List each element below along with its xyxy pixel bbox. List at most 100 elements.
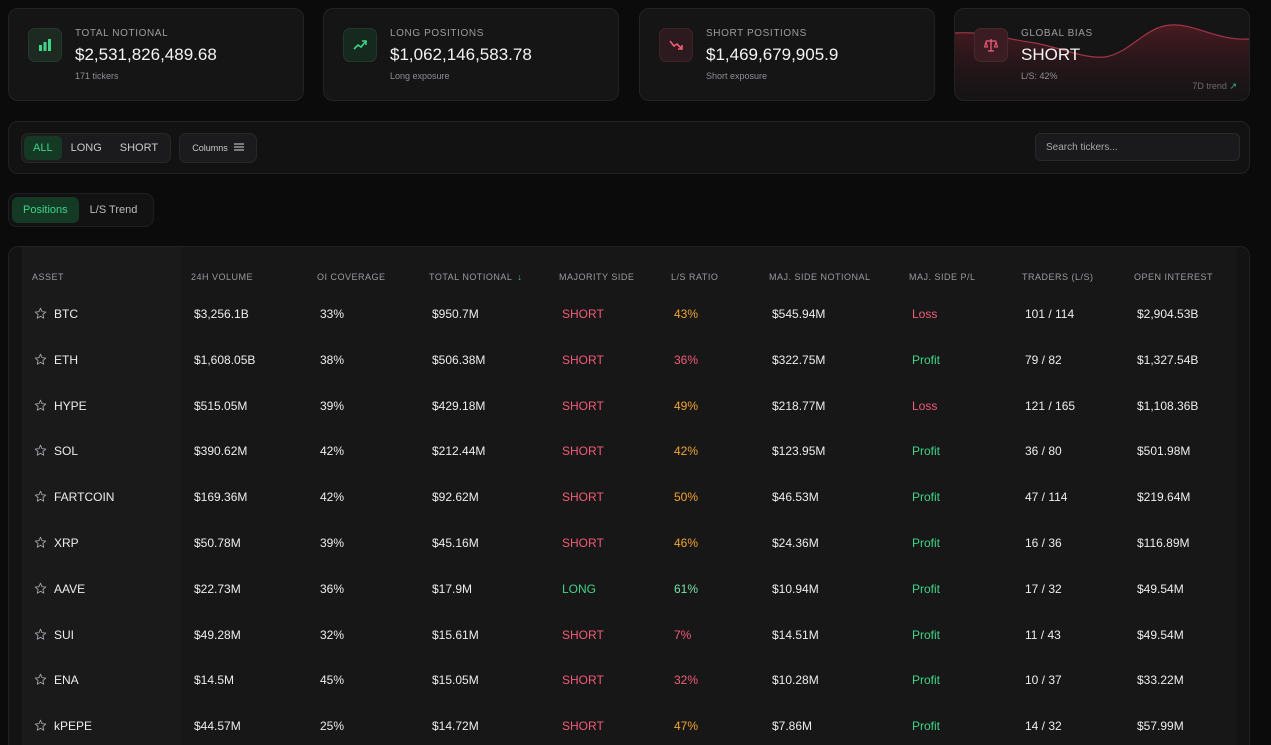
star-icon[interactable] (34, 307, 47, 320)
asset-name: SOL (54, 444, 79, 459)
header-maj-side-pl[interactable]: MAJ. SIDE P/L (909, 272, 976, 282)
ratio-cell: 50% (674, 490, 699, 505)
table-row[interactable]: XRP $50.78M 39% $45.16M SHORT 46% $24.36M Profi… (22, 521, 1237, 567)
notional-cell: $15.05M (432, 673, 479, 688)
volume-cell: $50.78M (194, 536, 241, 550)
side-cell: LONG (562, 581, 597, 596)
card-total-notional: TOTAL NOTIONAL $2,531,826,489.68 171 tic… (8, 8, 304, 101)
traders-cell: 17 / 32 (1025, 581, 1062, 596)
view-tabs: Positions L/S Trend (8, 193, 154, 227)
star-icon[interactable] (34, 490, 47, 503)
trending-up-icon (343, 28, 377, 62)
notional-cell: $429.18M (432, 398, 486, 413)
header-traders[interactable]: TRADERS (L/S) (1022, 272, 1094, 282)
table-row[interactable]: ENA $14.5M 45% $15.05M SHORT 32% $10.28M Profit… (22, 658, 1237, 704)
tab-positions[interactable]: Positions (12, 197, 79, 223)
maj-notional-cell: $46.53M (772, 490, 819, 505)
header-ls-ratio[interactable]: L/S RATIO (671, 272, 719, 282)
header-volume[interactable]: 24H VOLUME (191, 272, 254, 282)
header-open-interest[interactable]: OPEN INTEREST (1134, 272, 1214, 282)
notional-cell: $212.44M (432, 444, 486, 459)
search-input[interactable] (1035, 133, 1240, 161)
table-row[interactable]: SOL $390.62M 42% $212.44M SHORT 42% $123.95M Pr… (22, 429, 1237, 475)
table-row[interactable]: ETH $1,608.05B 38% $506.38M SHORT 36% $322.75M… (22, 338, 1237, 384)
volume-cell: $1,608.05B (194, 352, 256, 367)
maj-notional-cell: $7.86M (772, 719, 813, 734)
side-cell: SHORT (562, 444, 604, 459)
columns-label: Columns (192, 143, 228, 153)
star-icon[interactable] (34, 444, 47, 457)
star-icon[interactable] (34, 628, 47, 641)
maj-notional-cell: $14.51M (772, 627, 819, 642)
filter-all-button[interactable]: ALL (24, 136, 62, 160)
bar-chart-icon (28, 28, 62, 62)
volume-cell: $515.05M (194, 398, 248, 413)
maj-notional-cell: $24.36M (772, 536, 819, 550)
star-icon[interactable] (34, 719, 47, 732)
header-asset[interactable]: ASSET (32, 272, 65, 282)
oi-cell: 32% (320, 627, 345, 642)
open-interest-cell: $501.98M (1137, 444, 1191, 459)
oi-cell: 45% (320, 673, 345, 688)
header-majority-side[interactable]: MAJORITY SIDE (559, 272, 635, 282)
header-total-notional[interactable]: TOTAL NOTIONAL ↓ (429, 272, 523, 282)
header-maj-side-notional[interactable]: MAJ. SIDE NOTIONAL (769, 272, 871, 282)
star-icon[interactable] (34, 673, 47, 686)
table-row[interactable]: AAVE $22.73M 36% $17.9M LONG 61% $10.94M Profit… (22, 567, 1237, 613)
ratio-cell: 7% (674, 627, 692, 642)
pl-cell: Profit (912, 444, 941, 459)
trend-label: 7D trend ↗ (1192, 81, 1237, 91)
pl-cell: Profit (912, 581, 941, 596)
table-row[interactable]: BTC $3,256.1B 33% $950.7M SHORT 43% $545.94M Lo… (22, 292, 1237, 338)
open-interest-cell: $219.64M (1137, 490, 1191, 505)
table-row[interactable]: SUI $49.28M 32% $15.61M SHORT 7% $14.51M Profit… (22, 613, 1237, 659)
maj-notional-cell: $10.28M (772, 673, 819, 688)
asset-name: AAVE (54, 581, 86, 596)
maj-notional-cell: $10.94M (772, 581, 819, 596)
table-row[interactable]: FARTCOIN $169.36M 42% $92.62M SHORT 50% $46.53… (22, 475, 1237, 521)
header-oi-coverage[interactable]: OI COVERAGE (317, 272, 386, 282)
oi-cell: 38% (320, 352, 345, 367)
filter-short-button[interactable]: SHORT (119, 142, 159, 154)
maj-notional-cell: $545.94M (772, 307, 826, 321)
side-cell: SHORT (562, 673, 604, 688)
maj-notional-cell: $322.75M (772, 352, 826, 367)
star-icon[interactable] (34, 353, 47, 366)
side-cell: SHORT (562, 719, 604, 734)
open-interest-cell: $116.89M (1137, 536, 1190, 550)
traders-cell: 11 / 43 (1025, 627, 1061, 642)
volume-cell: $14.5M (194, 673, 235, 688)
side-cell: SHORT (562, 536, 604, 550)
card-value: $1,469,679,905.9 (706, 45, 839, 64)
star-icon[interactable] (34, 399, 47, 412)
card-long-positions: LONG POSITIONS $1,062,146,583.78 Long ex… (323, 8, 619, 101)
table-row[interactable]: kPEPE $44.57M 25% $14.72M SHORT 47% $7.86M Prof… (22, 704, 1237, 745)
traders-cell: 121 / 165 (1025, 398, 1076, 413)
notional-cell: $92.62M (432, 490, 479, 505)
tab-ls-trend[interactable]: L/S Trend (89, 204, 138, 216)
card-value: $2,531,826,489.68 (75, 45, 217, 64)
pl-cell: Profit (912, 490, 941, 505)
asset-name: XRP (54, 536, 79, 550)
star-icon[interactable] (34, 582, 47, 595)
columns-button[interactable]: Columns (179, 133, 257, 163)
star-icon[interactable] (34, 536, 47, 549)
ratio-cell: 32% (674, 673, 699, 688)
asset-name: BTC (54, 307, 78, 321)
card-value: $1,062,146,583.78 (390, 45, 532, 64)
positions-table: ASSET 24H VOLUME OI COVERAGE TOTAL NOTIO… (8, 246, 1250, 745)
oi-cell: 42% (320, 444, 345, 459)
notional-cell: $950.7M (432, 307, 479, 321)
oi-cell: 39% (320, 398, 345, 413)
ratio-cell: 61% (674, 581, 699, 596)
table-row[interactable]: HYPE $515.05M 39% $429.18M SHORT 49% $218.77M L… (22, 384, 1237, 430)
asset-name: ETH (54, 352, 78, 367)
open-interest-cell: $49.54M (1137, 627, 1184, 642)
pl-cell: Loss (912, 307, 938, 321)
side-cell: SHORT (562, 398, 604, 413)
filter-long-button[interactable]: LONG (70, 142, 102, 154)
notional-cell: $506.38M (432, 352, 486, 367)
sort-desc-icon: ↓ (517, 272, 523, 282)
traders-cell: 101 / 114 (1025, 307, 1075, 321)
ratio-cell: 46% (674, 536, 699, 550)
